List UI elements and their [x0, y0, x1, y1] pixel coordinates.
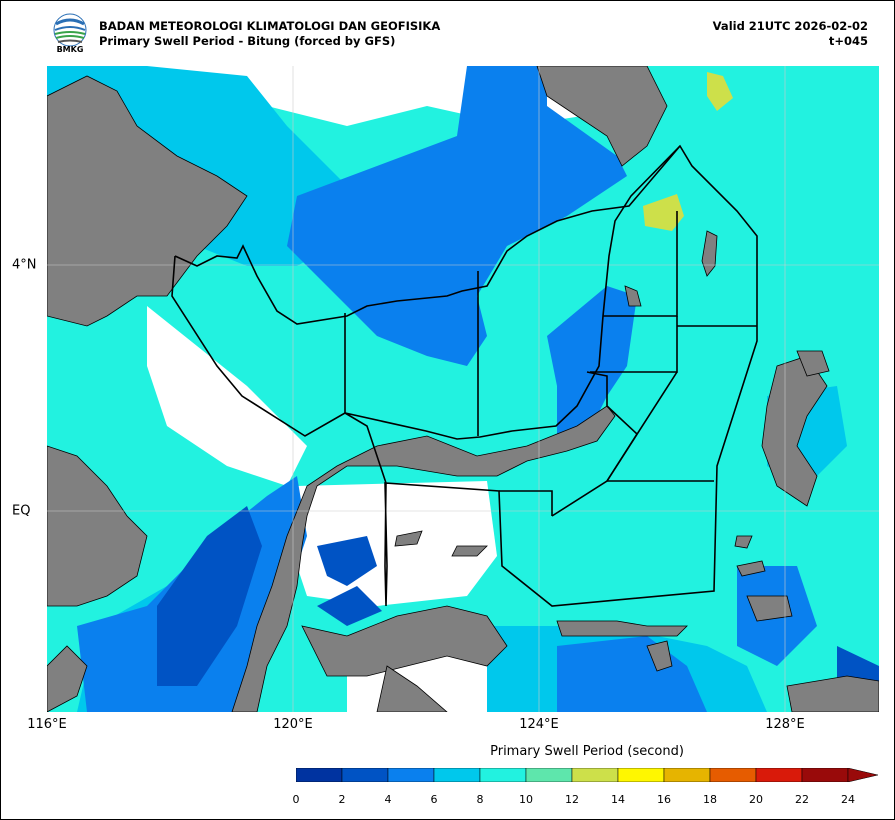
lead-time: t+045 [828, 34, 868, 48]
colorbar-tick-label: 18 [703, 793, 717, 806]
product-subtitle: Primary Swell Period - Bitung (forced by… [99, 34, 396, 48]
colorbar-tick-label: 6 [430, 793, 438, 806]
lon-label-120: 120°E [273, 717, 313, 732]
borneo-land [47, 75, 248, 327]
sulawesi-southeast-land [376, 665, 448, 712]
colorbar-tick-label: 8 [476, 793, 484, 806]
bmkg-logo [53, 13, 87, 47]
lon-label-124: 124°E [519, 717, 559, 732]
swell-2-4-southwest [157, 506, 262, 686]
colorbar-tick-label: 22 [795, 793, 809, 806]
colorbar-segment [709, 768, 757, 782]
lat-label-eq: EQ [12, 503, 31, 519]
borneo-tip-land [47, 645, 88, 712]
swell-4-6-gulf [547, 286, 637, 436]
obi-island-land [736, 560, 766, 577]
colorbar-title: Primary Swell Period (second) [490, 744, 684, 759]
talaud-island-land [624, 285, 642, 307]
sulawesi-east-arm-land [301, 605, 508, 677]
agency-title: BADAN METEOROLOGI KLIMATOLOGI DAN GEOFIS… [99, 19, 441, 33]
peleng-island-land [394, 530, 423, 547]
bacan-island-land [734, 535, 753, 549]
valid-time: Valid 21UTC 2026-02-02 [712, 19, 868, 33]
colorbar-tick-label: 24 [841, 793, 855, 806]
colorbar-segment [663, 768, 711, 782]
colorbar-segment [801, 768, 849, 782]
colorbar-segment [525, 768, 573, 782]
colorbar-segment [571, 768, 619, 782]
colorbar-extend-arrow [847, 768, 879, 782]
forecast-zone-borders [171, 144, 758, 607]
colorbar-segment [387, 768, 435, 782]
halmahera-north-land [796, 350, 830, 377]
colorbar-tick-label: 4 [384, 793, 392, 806]
borneo-south-land [47, 445, 148, 607]
no-data-area-tomini [287, 481, 497, 606]
lon-label-116: 116°E [27, 717, 67, 732]
colorbar-tick-label: 14 [611, 793, 625, 806]
sulawesi-land [231, 405, 616, 712]
sula-island-land [556, 620, 688, 637]
colorbar-tick-label: 20 [749, 793, 763, 806]
sumba-small-land [646, 640, 673, 672]
swell-4-6-north [287, 66, 627, 366]
colorbar-tick-label: 16 [657, 793, 671, 806]
colorbar-segment [341, 768, 389, 782]
halmahera-land [761, 355, 828, 507]
banggai-island-land [451, 545, 488, 557]
mindanao-land [536, 66, 668, 167]
colorbar-segment [479, 768, 527, 782]
colorbar-segment [296, 768, 343, 782]
colorbar-segment [617, 768, 665, 782]
colorbar-tick-label: 2 [338, 793, 346, 806]
swell-period-map [47, 66, 879, 712]
swell-12-14-patch-ne [707, 72, 733, 111]
seram-island-land [786, 675, 879, 712]
swell-2-4-tomini [317, 536, 377, 586]
no-data-area-west [147, 306, 307, 486]
lon-label-128: 128°E [765, 717, 805, 732]
colorbar-tick-label: 12 [565, 793, 579, 806]
colorbar [296, 768, 879, 782]
lat-label-4n: 4°N [12, 257, 37, 273]
swell-2-4-tomini-south [317, 586, 382, 626]
logo-text: BMKG [56, 45, 84, 54]
colorbar-tick-label: 0 [292, 793, 300, 806]
colorbar-segment [755, 768, 803, 782]
colorbar-segment [433, 768, 481, 782]
buru-island-land [746, 595, 793, 622]
colorbar-tick-label: 10 [519, 793, 533, 806]
swell-12-14-patch [643, 194, 684, 231]
